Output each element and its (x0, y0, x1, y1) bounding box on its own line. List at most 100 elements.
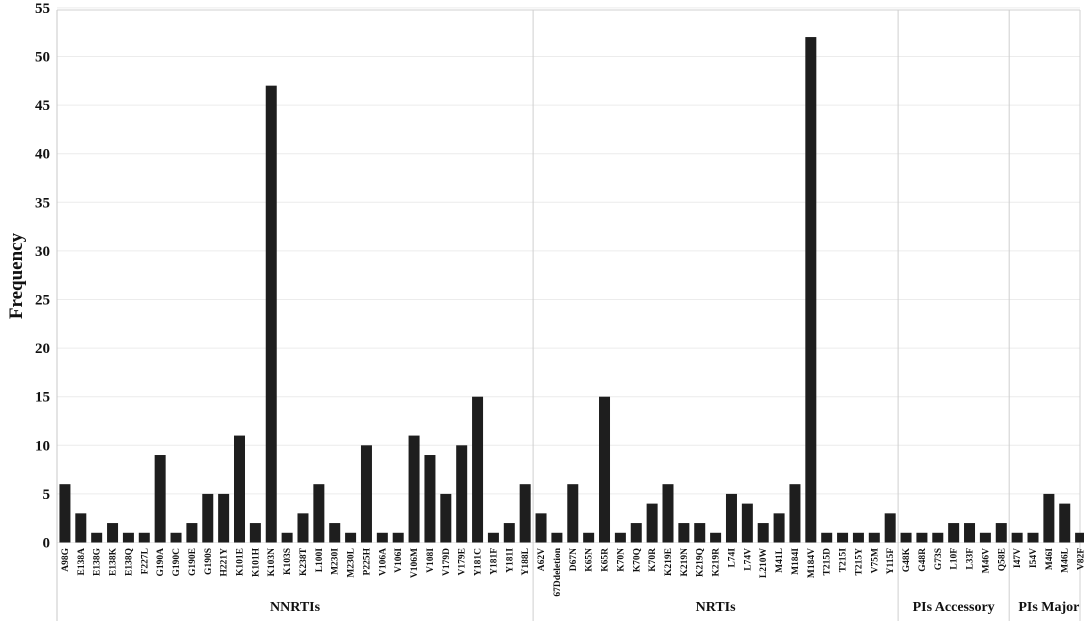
x-tick-label: G190E (188, 548, 198, 576)
bar (725, 493, 737, 543)
x-tick-label: I47V (1013, 548, 1023, 568)
bar (249, 523, 261, 543)
bar (75, 513, 87, 543)
x-tick-label: G190S (204, 548, 214, 575)
x-tick-label: K101E (236, 548, 246, 576)
bar (313, 484, 325, 543)
x-tick-label: M184V (807, 548, 817, 578)
bar (979, 532, 991, 543)
x-tick-label: M41L (775, 548, 785, 573)
bar (694, 523, 706, 543)
x-tick-label: K219Q (696, 548, 706, 577)
group-label: NRTIs (696, 600, 737, 615)
bar (392, 532, 404, 543)
x-tick-label: H221Y (220, 548, 230, 577)
x-tick-label: 67Ddeletion (553, 547, 563, 596)
x-tick-label: Y181F (489, 548, 499, 575)
y-tick-label: 30 (35, 244, 50, 260)
x-tick-label: I54V (1029, 548, 1039, 568)
bar (487, 532, 499, 543)
x-tick-label: M230I (331, 548, 341, 575)
bar (1075, 532, 1084, 543)
bar (154, 455, 166, 543)
x-tick-label: L100I (315, 548, 325, 573)
x-axis-ticks: A98G E138A E138G E138K E138Q F227L G190A G190C G… (61, 547, 1084, 596)
group-label: NNRTIs (270, 600, 321, 615)
bar (202, 493, 214, 543)
bar (1011, 532, 1023, 543)
x-tick-label: K70N (616, 548, 626, 572)
bar (757, 523, 769, 543)
x-tick-label: G73S (934, 548, 944, 570)
gridlines (57, 7, 1080, 543)
bar (345, 532, 357, 543)
x-tick-label: Q58E (997, 548, 1007, 571)
x-tick-label: K219N (680, 548, 690, 577)
x-tick-label: P225H (362, 547, 372, 575)
x-tick-label: L74I (727, 548, 737, 568)
bar (868, 532, 880, 543)
bar (297, 513, 309, 543)
y-tick-label: 5 (43, 487, 51, 503)
x-tick-label: K103S (283, 548, 293, 575)
bar (932, 532, 944, 543)
bar (773, 513, 785, 543)
y-tick-label: 20 (35, 341, 50, 357)
y-tick-label: 10 (35, 438, 50, 454)
y-tick-label: 55 (35, 1, 50, 17)
x-tick-label: M46I (1045, 548, 1055, 570)
bar (710, 532, 722, 543)
bar (59, 484, 71, 543)
x-tick-label: G48K (902, 547, 912, 572)
x-tick-label: K219E (664, 548, 674, 576)
x-tick-label: Y181I (505, 548, 515, 573)
x-tick-label: E138G (93, 547, 103, 576)
bar (741, 503, 753, 543)
bar (599, 396, 611, 543)
x-tick-label: M46V (981, 548, 991, 573)
bar (122, 532, 134, 543)
bar (646, 503, 658, 543)
bar (567, 484, 579, 543)
x-tick-label: K70R (648, 548, 658, 572)
x-tick-label: T215I (839, 548, 849, 573)
bar (884, 513, 896, 543)
bar (805, 37, 817, 543)
x-tick-label: M184I (791, 548, 801, 575)
x-tick-label: A98G (61, 547, 71, 571)
x-tick-label: G48R (918, 548, 928, 572)
bar (583, 532, 595, 543)
y-tick-label: 35 (35, 195, 50, 211)
bar (789, 484, 801, 543)
x-tick-label: Y181C (474, 548, 484, 576)
x-tick-label: L33F (966, 548, 976, 570)
x-tick-label: K238T (299, 547, 309, 576)
x-tick-label: K65R (601, 548, 611, 572)
bar (821, 532, 833, 543)
x-tick-label: V179D (442, 548, 452, 576)
y-axis-ticks: 0 5 10 15 20 25 30 35 40 45 50 55 (35, 1, 50, 552)
bar (281, 532, 293, 543)
y-tick-label: 25 (35, 293, 50, 309)
bar (234, 435, 246, 543)
bar (456, 445, 468, 543)
y-tick-label: 45 (35, 98, 50, 114)
bar (614, 532, 626, 543)
x-tick-label: L210W (759, 548, 769, 579)
bar (837, 532, 849, 543)
x-tick-label: E138Q (124, 548, 134, 576)
bar (964, 523, 976, 543)
bar (948, 523, 960, 543)
y-tick-label: 50 (35, 50, 50, 66)
x-tick-label: V106M (410, 548, 420, 578)
bar (662, 484, 674, 543)
bar (424, 455, 436, 543)
x-tick-label: M230L (347, 548, 357, 578)
x-tick-label: M46L (1061, 548, 1071, 573)
bar (519, 484, 531, 543)
x-tick-label: K219R (712, 548, 722, 577)
bar (900, 532, 912, 543)
bar (329, 523, 341, 543)
x-tick-label: E138K (109, 547, 119, 576)
